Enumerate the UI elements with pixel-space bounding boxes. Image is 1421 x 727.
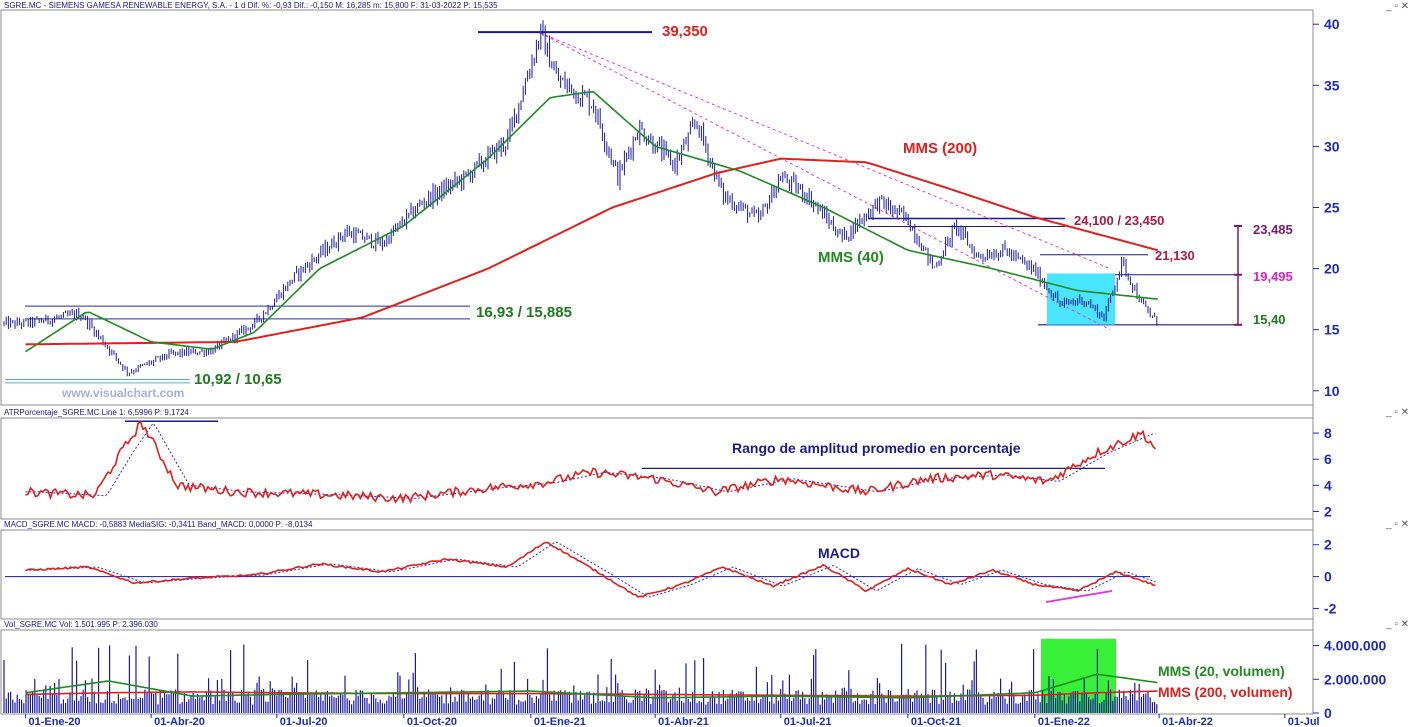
macd-pane-frame bbox=[0, 529, 1314, 620]
atr-ytick-label: 2 bbox=[1324, 503, 1332, 519]
macd-ytick-label: 2 bbox=[1324, 537, 1332, 553]
atr-ytick-label: 6 bbox=[1324, 451, 1332, 467]
support-label-10-92: 10,92 / 10,65 bbox=[194, 371, 282, 388]
volume-mms-20-line bbox=[25, 673, 1158, 699]
price-window-buttons[interactable]: _ ▫ ✕ bbox=[1385, 1, 1409, 12]
resistance-label-24-10: 24,100 / 23,450 bbox=[1074, 213, 1164, 228]
mms-40-label: MMS (40) bbox=[818, 249, 884, 266]
vol-ytick-label: 4.000.000 bbox=[1324, 638, 1386, 654]
price-ytick-label: 15 bbox=[1324, 322, 1340, 338]
price-pane-frame bbox=[0, 9, 1314, 406]
x-tick-label: 01-Abr-20 bbox=[154, 716, 205, 727]
volume-pane-header: Vol_SGRE.MC Vol: 1.501.995 P: 2.396.030 bbox=[4, 620, 158, 629]
macd-ytick-label: -2 bbox=[1324, 600, 1337, 616]
svg-text:_ ▫ ✕: _ ▫ ✕ bbox=[1385, 1, 1409, 12]
range-top-label: 23,485 bbox=[1253, 222, 1293, 237]
x-tick-label: 01-Oct-20 bbox=[407, 716, 457, 727]
atr-ytick-label: 8 bbox=[1324, 425, 1332, 441]
macd-title: MACD bbox=[818, 545, 860, 561]
price-ytick-label: 35 bbox=[1324, 77, 1340, 93]
atr-pane-header: ATRPorcentaje_SGRE.MC Line 1: 6,5996 P: … bbox=[4, 408, 189, 417]
mms-200-label: MMS (200) bbox=[903, 140, 977, 157]
atr-title: Rango de amplitud promedio en porcentaje bbox=[732, 440, 1021, 456]
mms-200-line bbox=[25, 157, 1159, 346]
price-pane-header: SGRE.MC - SIEMENS GAMESA RENEWABLE ENERG… bbox=[4, 1, 498, 10]
price-ytick-label: 40 bbox=[1324, 16, 1340, 32]
price-ytick-label: 20 bbox=[1324, 261, 1340, 277]
price-ytick-label: 25 bbox=[1324, 200, 1340, 216]
svg-text:_ ▫ ✕: _ ▫ ✕ bbox=[1385, 519, 1409, 530]
resistance-label-16-93: 16,93 / 15,885 bbox=[476, 304, 572, 321]
vol-ytick-label: 2.000.000 bbox=[1324, 671, 1386, 687]
trendline-upper bbox=[539, 32, 1111, 270]
volume-window-buttons[interactable]: _ ▫ ✕ bbox=[1385, 619, 1409, 630]
support-label-15-40: 15,40 bbox=[1253, 312, 1286, 327]
price-ytick-label: 30 bbox=[1324, 138, 1340, 154]
x-tick-label: 01-Ene-22 bbox=[1038, 716, 1090, 727]
atr-ytick-label: 4 bbox=[1324, 477, 1332, 493]
mms-40-line bbox=[25, 90, 1158, 353]
macd-window-buttons[interactable]: _ ▫ ✕ bbox=[1385, 519, 1409, 530]
x-tick-label: 01-Abr-22 bbox=[1162, 716, 1213, 727]
macd-pane-header: MACD_SGRE.MC MACD: -0,5883 MediaSIG: -0,… bbox=[4, 520, 313, 529]
trendline-lower bbox=[539, 32, 1111, 331]
macd-divergence-line bbox=[1045, 589, 1113, 604]
vol-mms200-label: MMS (200, volumen) bbox=[1158, 684, 1293, 700]
macd-ytick-label: 0 bbox=[1324, 569, 1332, 585]
svg-text:_ ▫ ✕: _ ▫ ✕ bbox=[1385, 619, 1409, 630]
x-tick-label: 01-Jul bbox=[1288, 716, 1320, 727]
x-tick-label: 01-Abr-21 bbox=[658, 716, 709, 727]
svg-text:_ ▫ ✕: _ ▫ ✕ bbox=[1385, 407, 1409, 418]
vol-mms20-label: MMS (20, volumen) bbox=[1158, 663, 1285, 679]
atr-line bbox=[25, 420, 1157, 505]
x-tick-label: 01-Ene-21 bbox=[534, 716, 586, 727]
x-tick-label: 01-Ene-20 bbox=[28, 716, 80, 727]
watermark: www.visualchart.com bbox=[61, 386, 184, 400]
macd-line bbox=[25, 541, 1156, 598]
price-ytick-label: 10 bbox=[1324, 383, 1340, 399]
peak-label: 39,350 bbox=[662, 23, 708, 40]
resistance-label-21-13: 21,130 bbox=[1155, 248, 1195, 263]
vol-ytick-label: 0 bbox=[1324, 705, 1332, 721]
x-tick-label: 01-Jul-21 bbox=[784, 716, 832, 727]
atr-window-buttons[interactable]: _ ▫ ✕ bbox=[1385, 407, 1409, 418]
range-mid-label: 19,495 bbox=[1253, 269, 1293, 284]
x-tick-label: 01-Jul-20 bbox=[280, 716, 328, 727]
consolidation-box bbox=[1047, 273, 1115, 325]
x-tick-label: 01-Oct-21 bbox=[911, 716, 961, 727]
